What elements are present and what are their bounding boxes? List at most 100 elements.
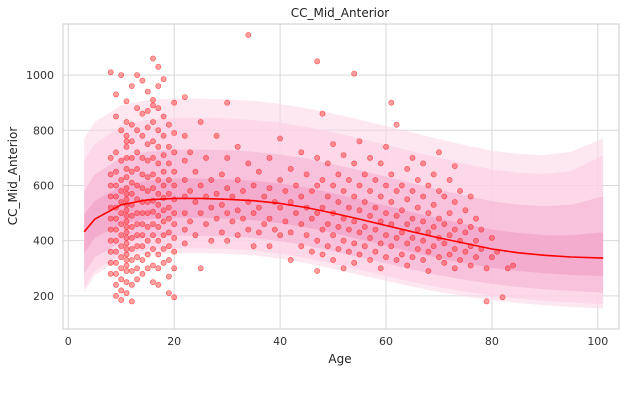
scatter-point <box>118 72 125 78</box>
scatter-point <box>250 243 257 250</box>
scatter-point <box>308 188 315 194</box>
scatter-point <box>245 32 252 38</box>
scatter-point <box>150 102 156 109</box>
scatter-point <box>165 273 172 280</box>
scatter-point <box>335 223 342 230</box>
scatter-point <box>446 232 453 239</box>
scatter-point <box>128 168 135 175</box>
scatter-point <box>451 199 458 205</box>
scatter-point <box>123 165 130 172</box>
scatter-point <box>324 221 331 227</box>
scatter-point <box>314 210 321 216</box>
scatter-point <box>234 207 241 214</box>
scatter-point <box>266 243 273 250</box>
scatter-point <box>150 97 156 103</box>
scatter-point <box>155 127 162 134</box>
y-tick-label: 1000 <box>26 69 54 82</box>
scatter-point <box>345 248 352 255</box>
scatter-point <box>139 257 146 263</box>
scatter-point <box>383 182 389 189</box>
scatter-point <box>118 127 125 134</box>
scatter-point <box>118 210 125 216</box>
scatter-point <box>367 188 373 194</box>
scatter-point <box>436 254 442 261</box>
scatter-point <box>245 160 252 167</box>
scatter-point <box>113 168 119 175</box>
scatter-point <box>144 174 151 181</box>
scatter-point <box>187 218 193 225</box>
scatter-point <box>229 193 236 200</box>
scatter-point <box>345 177 352 183</box>
x-tick-label: 40 <box>273 335 287 348</box>
scatter-point <box>430 223 437 230</box>
scatter-point <box>118 297 125 303</box>
scatter-point <box>340 152 347 158</box>
scatter-point <box>356 251 363 258</box>
scatter-point <box>409 254 416 261</box>
scatter-point <box>155 63 162 70</box>
scatter-point <box>113 281 119 288</box>
scatter-point <box>139 110 146 117</box>
scatter-point <box>181 94 188 100</box>
scatter-point <box>128 223 135 230</box>
scatter-point <box>446 210 453 216</box>
scatter-point <box>123 132 130 139</box>
scatter-point <box>393 212 400 219</box>
scatter-point <box>218 171 225 178</box>
scatter-point <box>181 132 188 139</box>
scatter-point <box>113 259 119 266</box>
scatter-point <box>134 221 140 227</box>
scatter-point <box>319 251 326 258</box>
scatter-point <box>160 132 167 139</box>
scatter-point <box>144 124 151 131</box>
scatter-point <box>224 237 231 244</box>
scatter-point <box>150 262 156 269</box>
scatter-point <box>224 185 231 192</box>
scatter-point <box>113 149 119 156</box>
scatter-point <box>462 207 469 214</box>
scatter-point <box>277 177 283 183</box>
scatter-point <box>319 226 326 233</box>
scatter-point <box>218 201 225 208</box>
scatter-point <box>155 190 162 197</box>
scatter-point <box>409 215 416 222</box>
scatter-point <box>457 218 463 225</box>
scatter-point <box>351 193 358 200</box>
scatter-point <box>372 204 379 211</box>
scatter-point <box>150 279 156 285</box>
scatter-point <box>298 149 305 156</box>
scatter-point <box>144 223 151 230</box>
scatter-point <box>197 265 204 272</box>
scatter-point <box>165 290 172 296</box>
scatter-point <box>388 243 395 250</box>
scatter-point <box>457 188 463 194</box>
scatter-point <box>393 234 400 241</box>
scatter-point <box>287 257 294 263</box>
scatter-point <box>436 149 442 156</box>
scatter-point <box>303 171 310 178</box>
scatter-point <box>451 265 458 272</box>
scatter-point <box>356 207 363 214</box>
scatter-point <box>123 143 130 150</box>
scatter-point <box>113 91 119 98</box>
scatter-point <box>139 270 146 277</box>
scatter-point <box>160 232 167 239</box>
scatter-point <box>155 281 162 288</box>
scatter-point <box>134 210 140 216</box>
band-p25-p75 <box>84 178 604 276</box>
scatter-point <box>150 138 156 145</box>
x-tick-label: 0 <box>65 335 72 348</box>
scatter-point <box>165 143 172 150</box>
scatter-point <box>139 154 146 161</box>
scatter-point <box>144 141 151 147</box>
scatter-point <box>123 229 130 236</box>
scatter-point <box>181 240 188 247</box>
scatter-point <box>377 160 384 167</box>
scatter-point <box>473 237 479 244</box>
scatter-point <box>134 182 140 189</box>
scatter-point <box>213 190 220 197</box>
scatter-point <box>314 182 321 189</box>
scatter-point <box>155 237 162 244</box>
scatter-point <box>208 177 215 183</box>
